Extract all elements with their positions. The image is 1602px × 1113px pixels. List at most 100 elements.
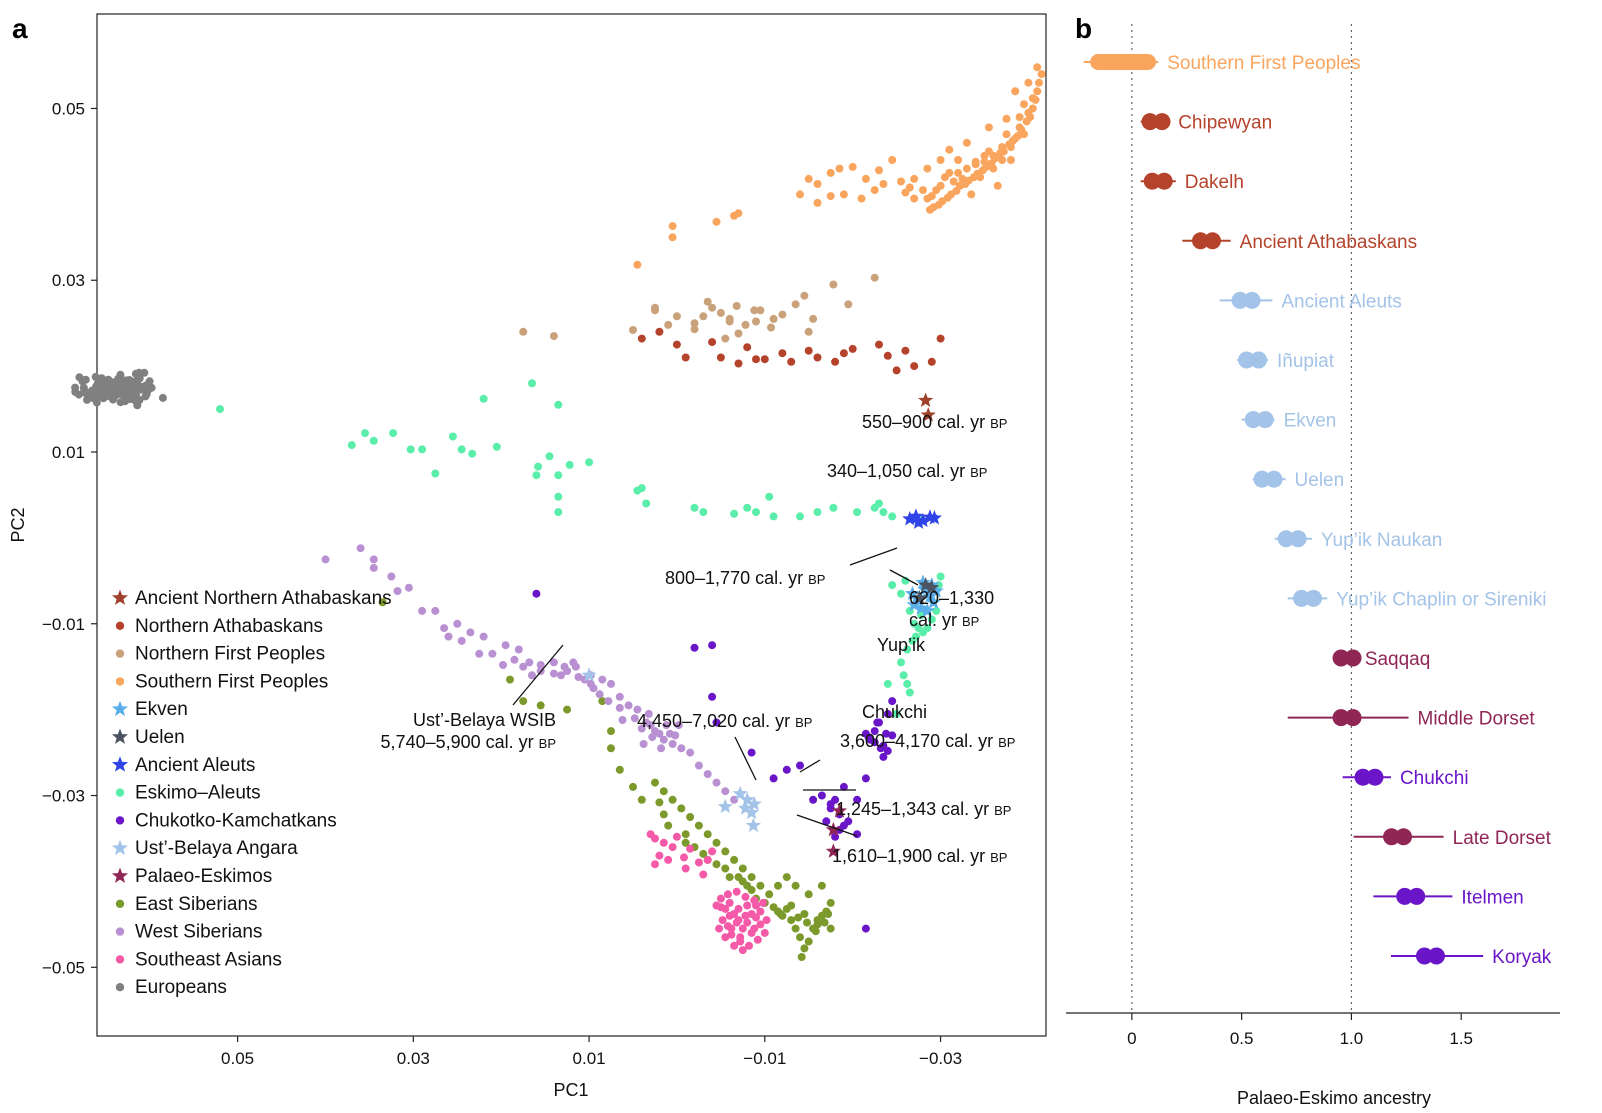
data-point xyxy=(659,787,668,796)
data-point xyxy=(699,870,708,879)
estimate-point xyxy=(1244,411,1262,429)
row-ancient-athabaskans: Ancient Athabaskans xyxy=(1182,232,1417,253)
pca-y-tick-label: −0.01 xyxy=(42,615,85,634)
data-point xyxy=(681,864,690,873)
data-point xyxy=(664,320,673,329)
annotation-wsib: Ust’-Belaya WSIB 5,740–5,900 cal. yr BP xyxy=(381,710,556,752)
leader-line xyxy=(799,759,821,773)
data-point xyxy=(664,821,673,830)
legend-label: Ancient Northern Athabaskans xyxy=(135,588,392,609)
data-point xyxy=(637,334,646,343)
data-point xyxy=(677,804,686,813)
estimate-point xyxy=(1395,828,1413,846)
pca-scatter-plot: 0.05 0.03 0.01 −0.01 −0.03 0.05 0.03 0.01 −0.01… xyxy=(8,13,1047,1100)
data-point xyxy=(132,390,140,399)
data-point xyxy=(743,918,752,927)
data-point xyxy=(361,429,369,438)
data-point xyxy=(945,168,954,177)
data-point xyxy=(723,890,732,899)
data-point xyxy=(468,449,477,458)
data-point xyxy=(554,508,563,517)
legend-entry-eskimo-aleuts: Eskimo–Aleuts xyxy=(115,783,261,804)
data-point xyxy=(730,855,739,864)
data-point xyxy=(741,320,750,329)
data-point xyxy=(870,273,879,282)
row-saqqaq: Saqqaq xyxy=(1332,649,1430,670)
ancestry-x-tick-label: 0.5 xyxy=(1230,1029,1254,1048)
data-point xyxy=(875,499,883,508)
legend-entry-ancient-aleuts: Ancient Aleuts xyxy=(111,755,255,776)
data-point xyxy=(864,733,873,742)
legend-label: Ust’-Belaya Angara xyxy=(135,838,298,859)
data-point xyxy=(104,386,113,395)
data-point-star xyxy=(915,574,931,590)
ancestry-x-axis: 0 0.5 1.0 1.5 xyxy=(1066,1012,1560,1048)
estimate-band xyxy=(1090,54,1157,70)
data-point xyxy=(738,946,747,955)
data-point xyxy=(897,658,905,667)
data-point xyxy=(835,164,844,173)
data-point xyxy=(756,907,765,916)
data-point xyxy=(681,838,690,847)
data-point xyxy=(554,471,563,480)
legend-label: Ancient Aleuts xyxy=(135,755,255,776)
data-point xyxy=(796,190,804,199)
data-point xyxy=(708,847,717,856)
data-point xyxy=(787,916,796,925)
legend-entry-ancient-northern-athabaskans: Ancient Northern Athabaskans xyxy=(111,588,392,609)
data-point xyxy=(369,563,378,572)
legend-entry-northern-athabaskans: Northern Athabaskans xyxy=(115,616,323,637)
data-point xyxy=(1002,114,1011,123)
data-point xyxy=(431,469,440,478)
data-point xyxy=(668,222,677,231)
legend-entry-northern-first-peoples: Northern First Peoples xyxy=(115,644,325,665)
data-point xyxy=(752,317,760,326)
pca-x-tick-label: 0.01 xyxy=(573,1049,606,1068)
data-point xyxy=(672,832,681,841)
data-point xyxy=(116,378,125,386)
data-point xyxy=(993,181,1002,190)
data-point xyxy=(791,881,800,890)
data-point xyxy=(356,544,365,553)
data-point xyxy=(607,744,615,753)
data-point xyxy=(607,727,615,736)
data-point xyxy=(743,503,752,512)
data-point xyxy=(734,329,743,338)
data-point xyxy=(554,492,563,501)
data-point xyxy=(703,297,712,306)
data-point xyxy=(71,383,80,392)
data-point xyxy=(633,260,642,269)
data-point xyxy=(655,851,664,860)
leader-line xyxy=(849,547,898,566)
data-point xyxy=(826,192,835,201)
data-point xyxy=(778,349,787,358)
data-point xyxy=(118,388,127,397)
data-point xyxy=(743,901,752,910)
data-point xyxy=(648,733,657,742)
data-point xyxy=(800,291,809,300)
data-point xyxy=(347,441,356,450)
data-point-star xyxy=(924,579,940,595)
data-point xyxy=(444,632,453,641)
data-point xyxy=(804,327,813,336)
data-point xyxy=(615,765,624,774)
data-point xyxy=(629,782,637,791)
data-point xyxy=(732,302,741,310)
estimate-point xyxy=(1344,649,1362,667)
annotation-a3600: 3,600–4,170 cal. yr BP xyxy=(840,731,1015,751)
estimate-point xyxy=(1396,887,1414,905)
data-point xyxy=(756,881,765,890)
data-point-star xyxy=(908,508,924,523)
data-point-star xyxy=(737,800,754,815)
estimate-point xyxy=(1243,291,1261,309)
data-point xyxy=(668,740,677,748)
data-point xyxy=(853,830,862,839)
pca-points xyxy=(71,63,1046,961)
row-itelmen: Itelmen xyxy=(1373,887,1524,908)
data-point xyxy=(848,162,857,171)
data-point xyxy=(651,834,659,843)
data-point xyxy=(826,168,835,177)
data-point xyxy=(797,953,806,961)
data-point xyxy=(88,393,97,402)
data-point xyxy=(734,904,743,913)
